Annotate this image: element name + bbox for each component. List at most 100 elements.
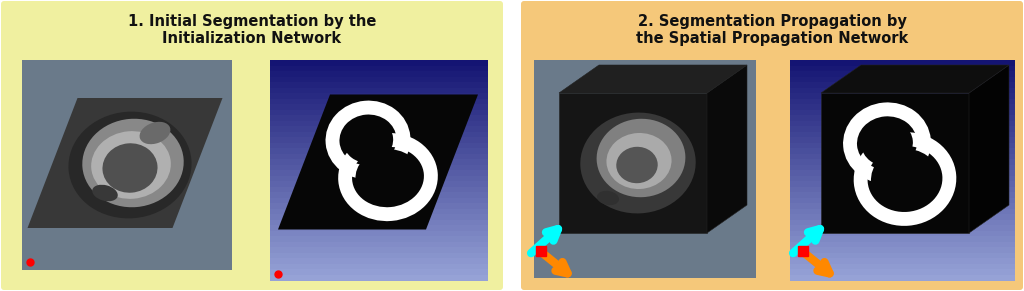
Bar [790, 214, 1015, 221]
Ellipse shape [581, 113, 695, 213]
Bar [270, 230, 488, 237]
Bar [790, 60, 1015, 67]
Bar [270, 65, 488, 72]
Bar [270, 104, 488, 111]
Bar [270, 247, 488, 253]
Ellipse shape [69, 112, 191, 218]
Bar [270, 214, 488, 221]
Bar [270, 258, 488, 265]
Bar [790, 253, 1015, 259]
Bar [790, 225, 1015, 232]
Bar [790, 88, 1015, 94]
Bar [790, 247, 1015, 253]
Bar [22, 60, 232, 270]
Bar [270, 175, 488, 182]
Bar [270, 274, 488, 281]
Bar [790, 82, 1015, 88]
Bar [270, 181, 488, 187]
Bar [790, 187, 1015, 193]
Ellipse shape [343, 117, 393, 163]
Bar [790, 242, 1015, 248]
Bar [270, 263, 488, 270]
Polygon shape [559, 93, 707, 233]
Bar [270, 153, 488, 160]
Bar [790, 236, 1015, 242]
Ellipse shape [91, 131, 171, 199]
Ellipse shape [82, 119, 183, 207]
Bar [790, 274, 1015, 281]
Ellipse shape [597, 119, 685, 197]
Bar [270, 159, 488, 166]
Polygon shape [707, 65, 746, 233]
Bar [790, 269, 1015, 276]
Bar [790, 104, 1015, 111]
Bar [270, 203, 488, 210]
Bar [270, 120, 488, 127]
Bar [270, 148, 488, 155]
Bar [270, 198, 488, 204]
Bar [270, 269, 488, 276]
Bar [790, 164, 1015, 171]
Bar [270, 82, 488, 88]
Bar [790, 219, 1015, 226]
Ellipse shape [861, 120, 912, 166]
Bar [790, 175, 1015, 182]
Bar [790, 148, 1015, 155]
Bar [790, 170, 1015, 177]
Bar [270, 132, 488, 138]
Ellipse shape [102, 143, 158, 193]
Ellipse shape [92, 185, 118, 201]
Bar [270, 88, 488, 94]
Bar [790, 203, 1015, 210]
Bar [270, 137, 488, 143]
Bar [270, 126, 488, 132]
Bar [270, 60, 488, 67]
Bar [790, 115, 1015, 122]
FancyBboxPatch shape [1, 1, 503, 290]
Bar [790, 198, 1015, 204]
Bar [790, 208, 1015, 215]
Bar [270, 236, 488, 242]
Bar [790, 132, 1015, 138]
Text: 2. Segmentation Propagation by
the Spatial Propagation Network: 2. Segmentation Propagation by the Spati… [636, 14, 908, 46]
Text: 1. Initial Segmentation by the
Initialization Network: 1. Initial Segmentation by the Initializ… [128, 14, 376, 46]
Bar [790, 230, 1015, 237]
Bar [790, 137, 1015, 143]
Polygon shape [821, 65, 1009, 93]
Polygon shape [559, 65, 746, 93]
Polygon shape [28, 98, 222, 228]
Bar [270, 253, 488, 259]
Bar [790, 71, 1015, 77]
Bar [270, 192, 488, 198]
Polygon shape [969, 65, 1009, 233]
Ellipse shape [597, 191, 618, 205]
Bar [790, 258, 1015, 265]
Bar [790, 98, 1015, 105]
Bar [790, 181, 1015, 187]
Bar [790, 159, 1015, 166]
Bar [790, 192, 1015, 198]
Bar [270, 71, 488, 77]
Bar [270, 187, 488, 193]
Bar [790, 120, 1015, 127]
Bar [270, 208, 488, 215]
Bar [790, 126, 1015, 132]
Bar [270, 109, 488, 116]
Ellipse shape [355, 149, 421, 205]
Polygon shape [278, 95, 478, 230]
Bar [270, 93, 488, 100]
Bar [790, 77, 1015, 83]
Bar [790, 263, 1015, 270]
Bar [790, 65, 1015, 72]
Bar [790, 93, 1015, 100]
Bar [270, 164, 488, 171]
Ellipse shape [871, 149, 939, 209]
Bar [534, 60, 756, 278]
Ellipse shape [139, 122, 170, 144]
Bar [270, 115, 488, 122]
Bar [790, 109, 1015, 116]
Bar [270, 143, 488, 149]
Bar [270, 219, 488, 226]
Bar [270, 242, 488, 248]
Bar [270, 77, 488, 83]
